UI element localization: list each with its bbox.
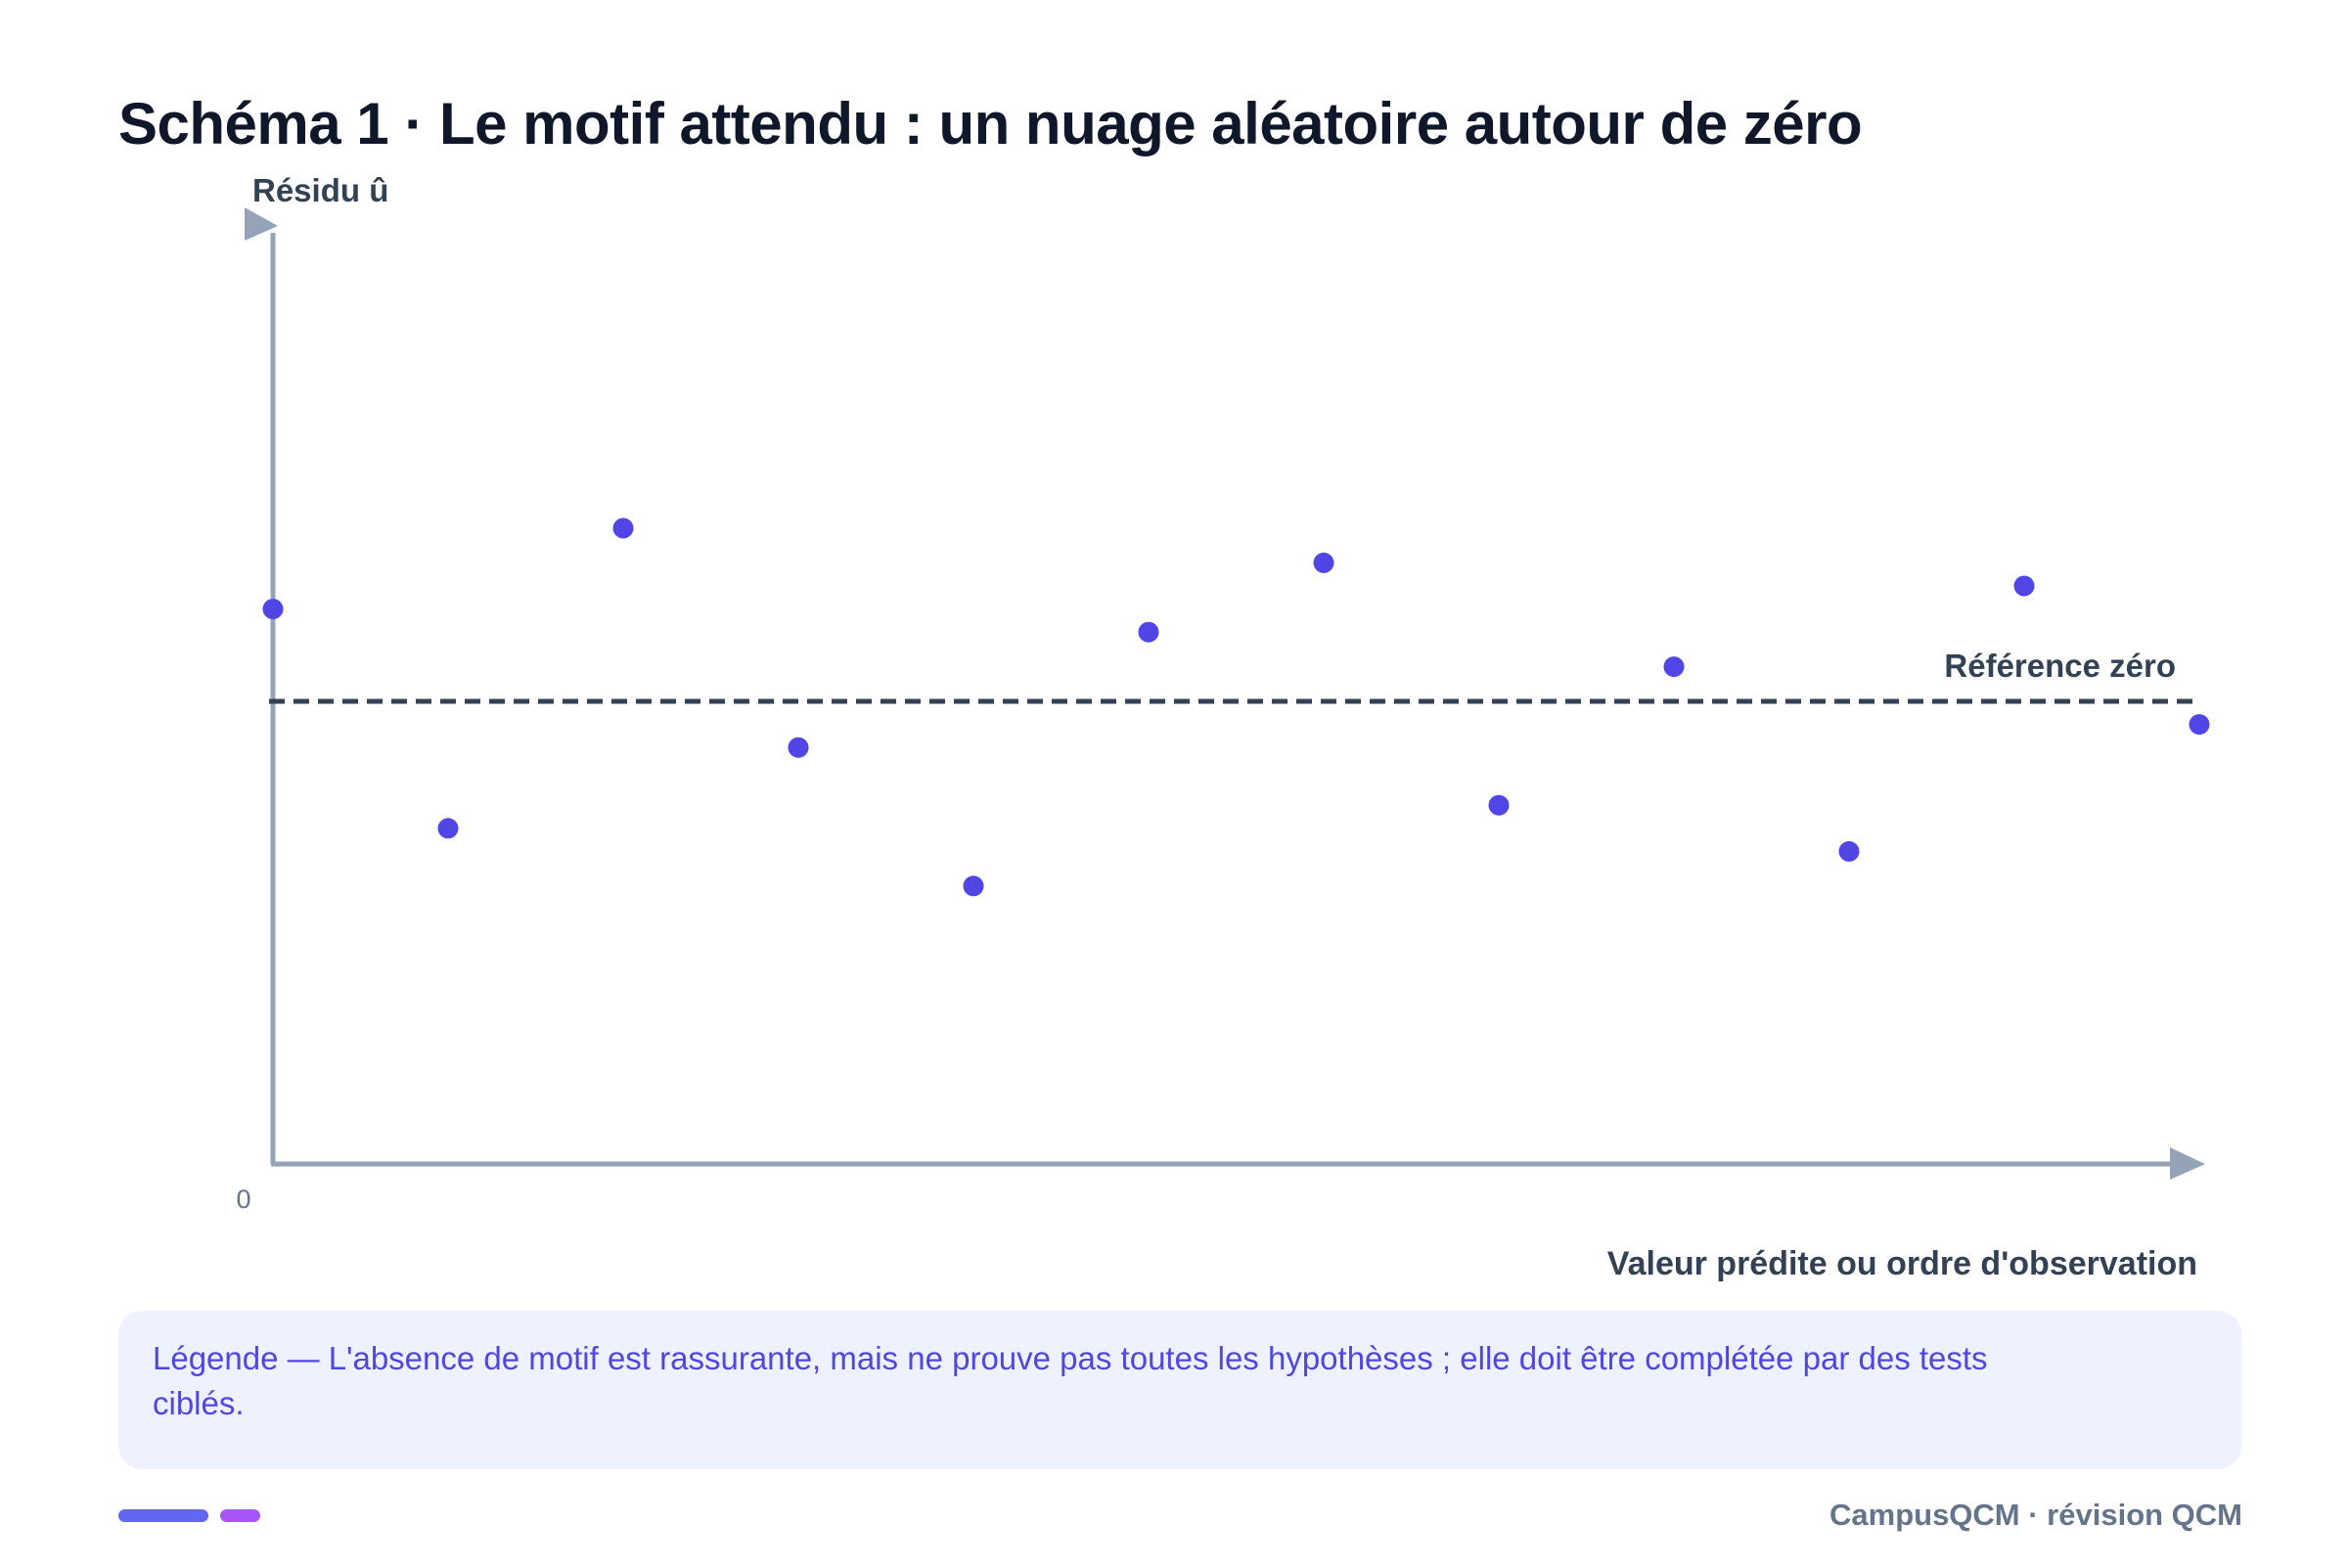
data-point-9 (1663, 656, 1685, 678)
footer-brand: CampusQCM · révision QCM (1829, 1498, 2242, 1532)
footer-accent-bar-secondary (220, 1509, 260, 1522)
data-point-10 (1838, 840, 1860, 862)
data-point-2 (437, 818, 459, 839)
data-point-4 (788, 737, 809, 758)
data-point-3 (612, 517, 634, 539)
y-axis-arrow-icon (245, 207, 278, 241)
data-point-8 (1488, 794, 1510, 816)
y-axis-label: Résidu û (252, 172, 388, 208)
reference-line-label: Référence zéro (1944, 648, 2176, 684)
reference-line-group: Référence zéro (269, 648, 2201, 704)
origin-label: 0 (236, 1185, 250, 1214)
data-point-5 (963, 875, 984, 897)
legend-box: Légende — L'absence de motif est rassura… (118, 1311, 2241, 1469)
footer-accent-bar-primary (118, 1509, 208, 1522)
data-points (262, 517, 2210, 897)
data-point-12 (2189, 714, 2210, 736)
data-point-11 (2013, 575, 2035, 597)
x-axis-label: Valeur prédite ou ordre d'observation (1607, 1245, 2197, 1282)
axes: Résidu û Valeur prédite ou ordre d'obser… (236, 172, 2205, 1282)
data-point-7 (1313, 552, 1334, 573)
legend-text: Légende — L'absence de motif est rassura… (153, 1340, 1988, 1421)
data-point-1 (262, 599, 284, 620)
x-axis-arrow-icon (2170, 1147, 2205, 1180)
chart-title: Schéma 1 · Le motif attendu : un nuage a… (118, 91, 1863, 157)
data-point-6 (1138, 621, 1159, 643)
